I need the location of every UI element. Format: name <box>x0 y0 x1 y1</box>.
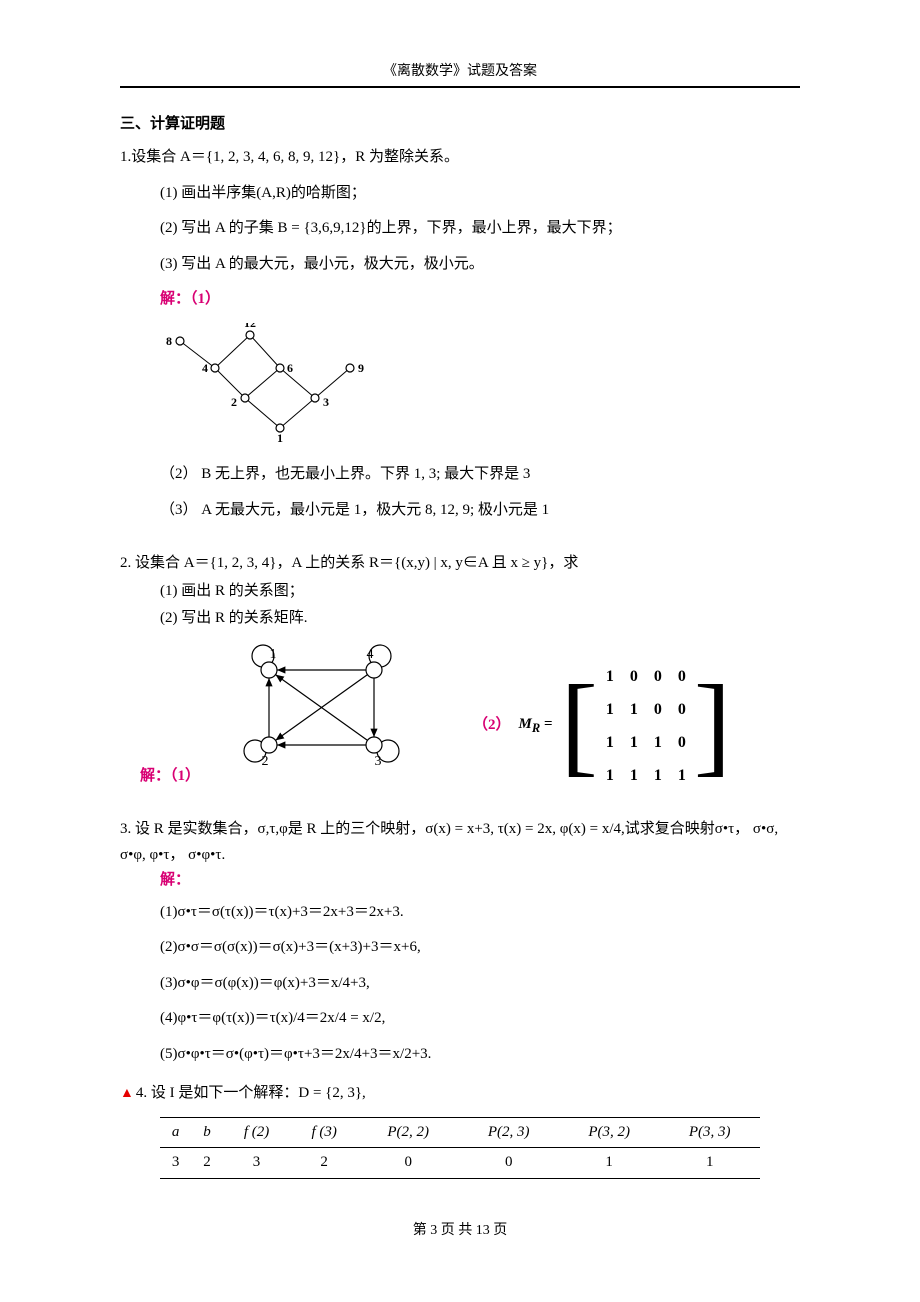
svg-text:12: 12 <box>244 323 256 330</box>
q3-line5: (5)σ•φ•τ＝σ•(φ•τ)＝φ•τ+3＝2x/4+3＝x/2+3. <box>160 1042 800 1068</box>
q3-intro: 3. 设 R 是实数集合，σ,τ,φ是 R 上的三个映射，σ(x) = x+3,… <box>120 817 800 868</box>
matrix-var: MR = <box>519 712 553 739</box>
q4-intro-row: ▲4. 设 I 是如下一个解释：D = {2, 3}, <box>120 1081 800 1107</box>
q3-line4: (4)φ•τ＝φ(τ(x))＝τ(x)/4＝2x/4 = x/2, <box>160 1006 800 1032</box>
svg-text:2: 2 <box>262 754 269 769</box>
q1-answer2: （2） B 无上界，也无最小上界。下界 1, 3; 最大下界是 3 <box>160 462 800 488</box>
svg-text:3: 3 <box>375 754 382 769</box>
page-footer: 第 3 页 共 13 页 <box>120 1219 800 1243</box>
q2-intro: 2. 设集合 A＝{1, 2, 3, 4}，A 上的关系 R＝{(x,y) | … <box>120 551 800 577</box>
svg-text:3: 3 <box>323 395 329 409</box>
q3-solution-label: 解： <box>160 868 800 894</box>
matrix-row: 1110 <box>606 729 686 756</box>
q1-solution-label: 解：（1） <box>160 287 800 313</box>
matrix-row: 1111 <box>606 762 686 789</box>
q3-line2: (2)σ•σ＝σ(σ(x))＝σ(x)+3＝(x+3)+3＝x+6, <box>160 935 800 961</box>
page-header-title: 《离散数学》试题及答案 <box>120 60 800 84</box>
q2-sub1: (1) 画出 R 的关系图； <box>160 579 800 605</box>
q1-intro: 1.设集合 A＝{1, 2, 3, 4, 6, 8, 9, 12}，R 为整除关… <box>120 145 800 171</box>
q1-answer3: （3） A 无最大元，最小元是 1，极大元 8, 12, 9; 极小元是 1 <box>160 498 800 524</box>
q1-sub3: (3) 写出 A 的最大元，最小元，极大元，极小元。 <box>160 252 800 278</box>
matrix-row: 1100 <box>606 696 686 723</box>
triangle-marker-icon: ▲ <box>120 1086 134 1101</box>
q1-sub1: (1) 画出半序集(A,R)的哈斯图； <box>160 181 800 207</box>
q2-matrix: [ 1000110011101111 ] <box>561 663 732 790</box>
svg-text:4: 4 <box>367 647 374 662</box>
svg-text:6: 6 <box>287 361 293 375</box>
svg-text:1: 1 <box>270 647 277 662</box>
svg-text:2: 2 <box>231 395 237 409</box>
q4-table: abf (2)f (3)P(2, 2)P(2, 3)P(3, 2)P(3, 3)… <box>160 1117 760 1179</box>
q1-sub2: (2) 写出 A 的子集 B = {3,6,9,12}的上界，下界，最小上界，最… <box>160 216 800 242</box>
svg-text:9: 9 <box>358 361 364 375</box>
q1-hasse-diagram: 123469812 <box>160 323 800 453</box>
q3-line1: (1)σ•τ＝σ(τ(x))＝τ(x)+3＝2x+3＝2x+3. <box>160 900 800 926</box>
q2-sub2: (2) 写出 R 的关系矩阵. <box>160 606 800 632</box>
matrix-row: 1000 <box>606 663 686 690</box>
header-underline <box>120 86 800 88</box>
svg-text:1: 1 <box>277 431 283 443</box>
section-heading: 三、计算证明题 <box>120 112 800 138</box>
svg-text:4: 4 <box>202 361 208 375</box>
q3-line3: (3)σ•φ＝σ(φ(x))＝φ(x)+3＝x/4+3, <box>160 971 800 997</box>
q4-intro: 4. 设 I 是如下一个解释：D = {2, 3}, <box>136 1085 366 1101</box>
q2-solution-label-2: （2） <box>473 713 511 739</box>
q2-solution-row: 解：（1） 1234 （2） MR = [ 1000110011101111 ] <box>120 640 800 790</box>
q2-solution-label-1: 解：（1） <box>140 764 200 790</box>
q2-digraph: 1 2 3 4 <box>224 640 419 790</box>
svg-text:8: 8 <box>166 334 172 348</box>
